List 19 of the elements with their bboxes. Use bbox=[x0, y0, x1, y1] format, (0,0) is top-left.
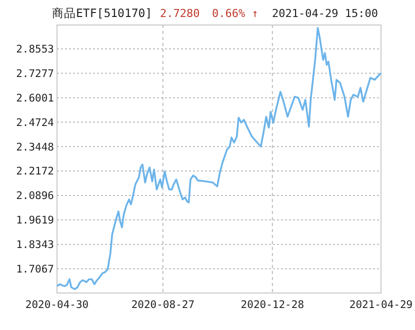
y-tick-label: 1.9619 bbox=[16, 214, 54, 227]
x-tick-label: 2020-12-28 bbox=[240, 299, 304, 311]
x-tick-label: 2020-08-27 bbox=[131, 299, 195, 311]
y-tick-label: 2.4724 bbox=[16, 116, 54, 129]
text: 0.66% ↑ bbox=[212, 7, 258, 20]
line-series bbox=[56, 26, 382, 290]
y-tick-label: 2.3448 bbox=[16, 141, 54, 154]
y-tick-label: 2.8553 bbox=[16, 44, 54, 56]
chart-title: 商品ETF[510170] bbox=[52, 6, 152, 20]
y-tick-label: 2.6001 bbox=[16, 92, 54, 104]
y-tick-label: 1.7067 bbox=[16, 263, 54, 276]
y-tick-label: 2.0896 bbox=[16, 190, 54, 202]
text: 2.7280 bbox=[160, 7, 200, 20]
x-tick-label: 2021-04-29 bbox=[349, 299, 413, 311]
y-tick-label: 1.8343 bbox=[16, 238, 54, 251]
y-tick-label: 2.7277 bbox=[16, 68, 54, 80]
y-tick-label: 2.2172 bbox=[16, 166, 54, 178]
x-tick-label: 2020-04-30 bbox=[25, 299, 89, 311]
text: 2021-04-29 15:00 bbox=[272, 7, 378, 20]
